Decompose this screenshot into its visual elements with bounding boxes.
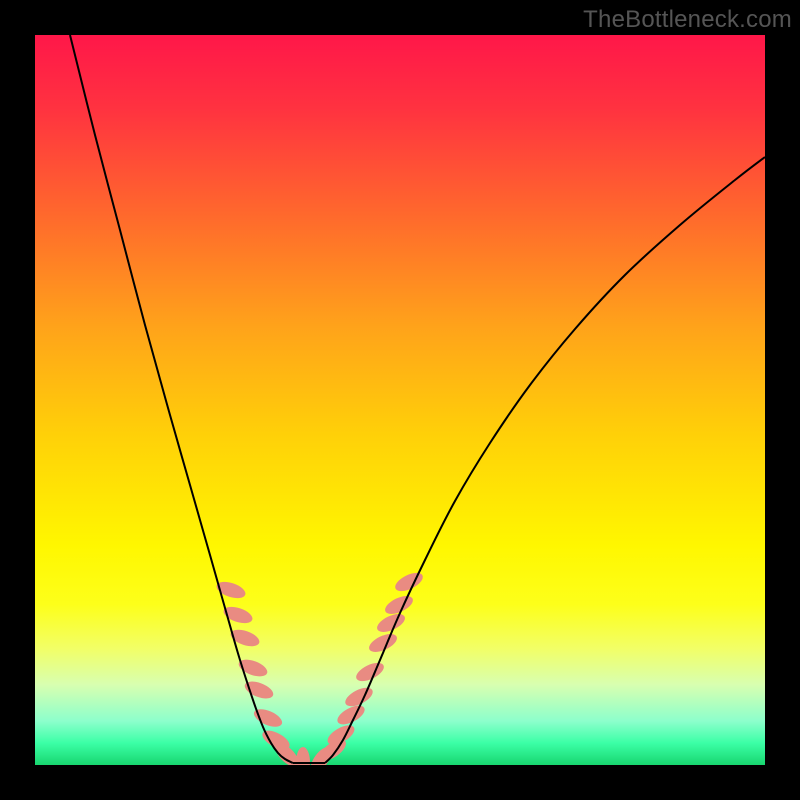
chart-outer-frame: TheBottleneck.com bbox=[0, 0, 800, 800]
chart-curve-layer bbox=[35, 35, 765, 765]
bead-marker bbox=[353, 659, 386, 685]
chart-plot-area bbox=[35, 35, 765, 765]
bead-marker bbox=[392, 569, 425, 595]
chart-left-curve bbox=[70, 35, 293, 763]
chart-bead-markers bbox=[215, 569, 426, 765]
watermark-label: TheBottleneck.com bbox=[583, 6, 792, 34]
chart-right-curve bbox=[325, 157, 765, 763]
